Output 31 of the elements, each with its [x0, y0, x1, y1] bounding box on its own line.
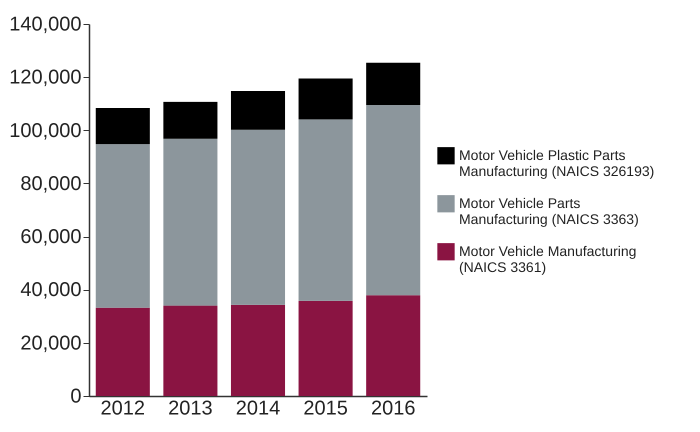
y-tick-label: 140,000	[9, 14, 82, 36]
bar	[96, 308, 150, 396]
bar	[230, 304, 286, 396]
y-tick-label: 0	[70, 386, 82, 408]
x-tick-label: 2014	[236, 398, 280, 420]
bar	[163, 138, 218, 306]
bar	[366, 105, 420, 296]
bar	[230, 90, 286, 130]
y-tick-label: 80,000	[20, 172, 82, 195]
bar	[163, 102, 218, 139]
legend-label: Motor Vehicle Plastic Parts Manufacturing (NAICS 326193)	[459, 146, 654, 179]
y-tick-label: 40,000	[20, 279, 82, 302]
x-tick-label: 2016	[370, 398, 416, 420]
x-tick-label: 2012	[100, 398, 146, 420]
bar	[230, 130, 286, 305]
bar	[366, 62, 420, 106]
bar	[96, 108, 150, 144]
bar	[163, 306, 218, 396]
bar	[366, 295, 420, 396]
bar	[298, 300, 353, 396]
bar	[298, 119, 353, 301]
y-tick-label: 60,000	[20, 226, 82, 248]
y-tick-label: 120,000	[9, 66, 82, 89]
x-tick-label: 2015	[303, 398, 348, 420]
x-tick-label: 2013	[168, 398, 213, 420]
legend-label: Motor Vehicle Parts Manufacturing (NAICS 3363)	[459, 194, 639, 227]
y-tick-label: 100,000	[9, 120, 82, 142]
bar	[298, 78, 353, 120]
legend-label: Motor Vehicle Manufacturing (NAICS 3361)	[459, 242, 636, 275]
y-tick-label: 20,000	[20, 332, 82, 354]
bar	[96, 144, 150, 308]
